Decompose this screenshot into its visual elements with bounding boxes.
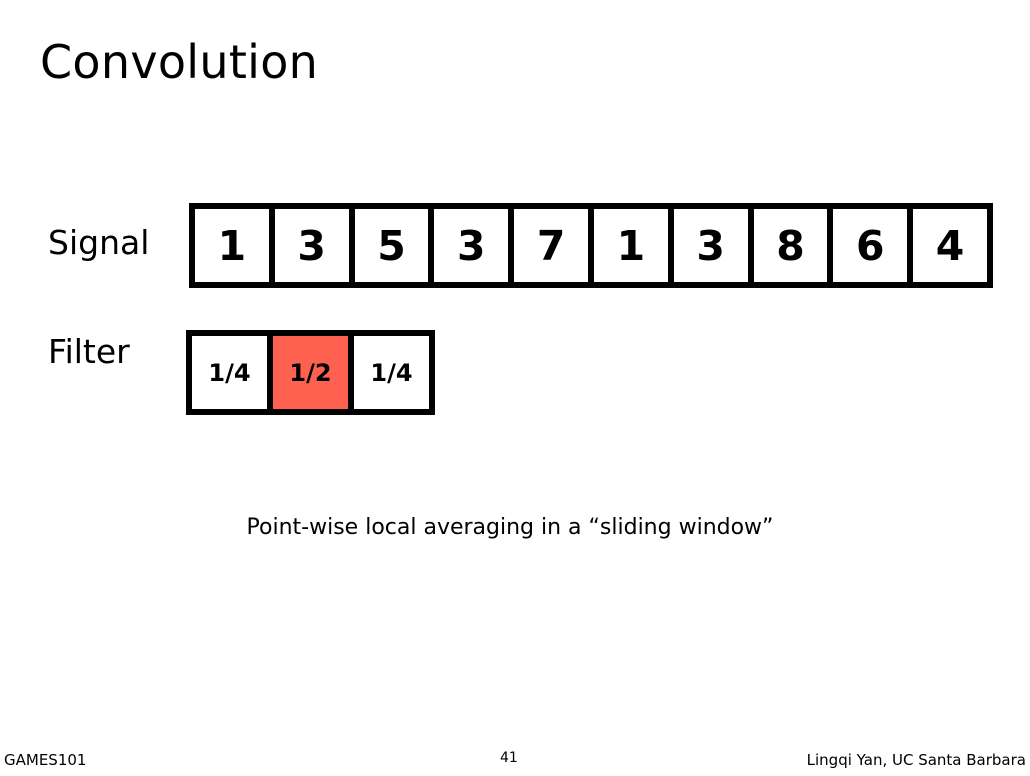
signal-cell: 5 — [355, 209, 435, 282]
signal-cell: 3 — [674, 209, 754, 282]
slide-title: Convolution — [40, 35, 319, 89]
signal-cell: 4 — [935, 221, 965, 270]
signal-array: 1 3 5 3 7 1 3 8 6 4 — [189, 203, 993, 288]
filter-cell: 1/4 — [192, 336, 273, 409]
signal-cell: 3 — [434, 209, 515, 282]
signal-cell: 8 — [754, 209, 834, 282]
filter-label: Filter — [48, 332, 130, 371]
signal-cell: 6 — [833, 209, 914, 282]
filter-cell-center: 1/2 — [273, 336, 354, 409]
caption: Point-wise local averaging in a “sliding… — [0, 513, 1030, 543]
signal-cell: 1 — [594, 209, 674, 282]
footer-page-number: 41 — [500, 750, 518, 766]
caption-text: Point-wise local averaging in a “sliding… — [246, 515, 774, 540]
filter-kernel: 1/4 1/2 1/4 — [186, 330, 435, 415]
footer-author: Lingqi Yan, UC Santa Barbara — [806, 751, 1026, 769]
filter-cell: 1/4 — [370, 358, 413, 387]
footer-course: GAMES101 — [4, 751, 87, 769]
signal-cell: 3 — [275, 209, 355, 282]
signal-label: Signal — [48, 223, 150, 262]
signal-cell: 7 — [514, 209, 594, 282]
signal-cell: 1 — [195, 209, 275, 282]
